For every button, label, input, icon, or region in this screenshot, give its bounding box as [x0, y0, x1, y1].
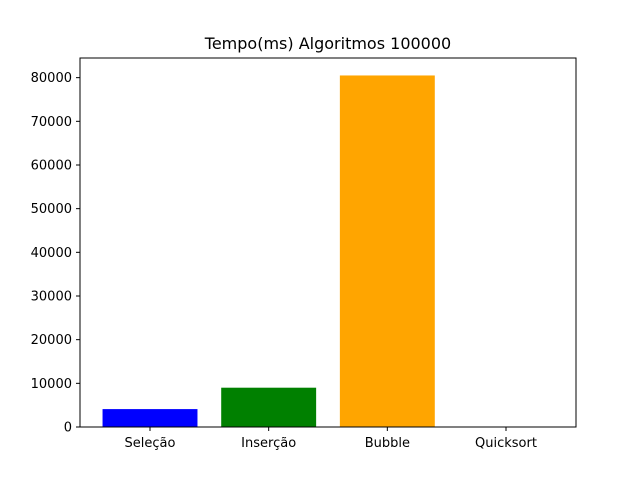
y-tick-label: 20000	[31, 333, 72, 348]
plot-area	[102, 75, 554, 427]
bar-bubble	[339, 75, 435, 427]
x-tick-label: Quicksort	[475, 436, 537, 451]
y-tick-label: 30000	[31, 289, 72, 304]
bar-inserção	[221, 387, 317, 427]
y-tick-label: 80000	[31, 71, 72, 86]
x-axis: Seleção Inserção Bubble Quicksort	[125, 427, 537, 451]
y-tick-label: 10000	[31, 377, 72, 392]
bar-seleção	[102, 409, 198, 427]
y-tick-label: 60000	[31, 158, 72, 173]
y-tick-label: 50000	[31, 202, 72, 217]
y-tick-label: 40000	[31, 246, 72, 261]
y-tick-label: 70000	[31, 115, 72, 130]
axes-frame	[79, 57, 577, 428]
y-tick-label: 0	[64, 421, 72, 436]
x-tick-label: Bubble	[365, 436, 410, 451]
chart-title: Tempo(ms) Algoritmos 100000	[204, 34, 451, 53]
y-axis: 0 10000 20000 30000 40000 50000 60000 70000 8000…	[31, 71, 80, 436]
x-tick-label: Inserção	[241, 436, 296, 451]
x-tick-label: Seleção	[125, 436, 176, 451]
